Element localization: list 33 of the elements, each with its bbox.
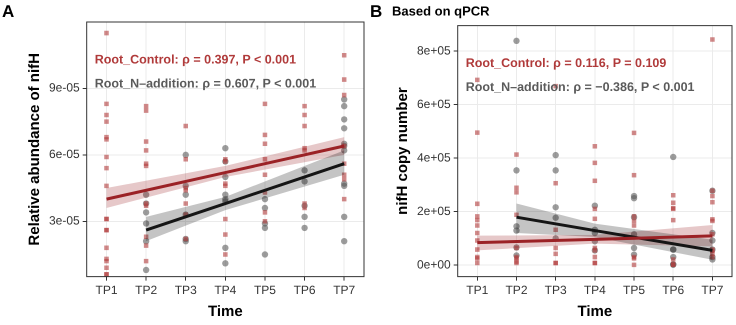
x-tick-label: TP2 (135, 283, 158, 298)
x-tick-label: TP1 (95, 283, 118, 298)
x-axis-title: Time (208, 303, 243, 320)
text: B (370, 2, 382, 22)
text: Root_N–addition: ρ = 0.607, P < 0.001 (94, 76, 316, 90)
series-label: Root_Control: ρ = 0.116, P = 0.109 (466, 56, 666, 70)
x-tick-label: TP3 (174, 283, 198, 298)
y-axis-title: nifH copy number (394, 87, 412, 215)
chart-title: Based on qPCR (392, 3, 490, 18)
y-axis-title: Relative abundance of nifH (26, 53, 44, 246)
x-tick-label: TP2 (505, 283, 528, 298)
y-tick-label: 6e+05 (417, 96, 452, 111)
y-tick-label: 8e+05 (417, 43, 452, 58)
y-tick-label: 0e+00 (417, 257, 452, 272)
y-tick-label: 2e+05 (417, 204, 452, 218)
x-tick-label: TP5 (623, 283, 646, 298)
x-axis-title: Time (577, 303, 612, 320)
y-tick-label: 4e+05 (417, 150, 452, 164)
text: Root_N–addition: ρ = −0.386, P < 0.001 (466, 80, 695, 94)
x-tick-label: TP3 (544, 283, 567, 298)
y-tick-label: 3e-05 (48, 214, 80, 228)
x-tick-label: TP1 (466, 283, 489, 298)
y-tick-label: 6e-05 (48, 147, 80, 162)
series-label: Root_Control: ρ = 0.397, P < 0.001 (94, 52, 296, 66)
x-tick-label: TP4 (584, 283, 606, 298)
x-tick-label: TP6 (294, 283, 316, 298)
x-tick-label: TP7 (701, 283, 724, 298)
x-tick-label: TP5 (254, 283, 276, 298)
x-tick-label: TP7 (333, 283, 356, 298)
x-tick-label: TP4 (214, 283, 237, 298)
text: A (2, 2, 14, 22)
y-tick-label: 9e-05 (48, 80, 80, 95)
x-tick-label: TP6 (662, 283, 685, 298)
